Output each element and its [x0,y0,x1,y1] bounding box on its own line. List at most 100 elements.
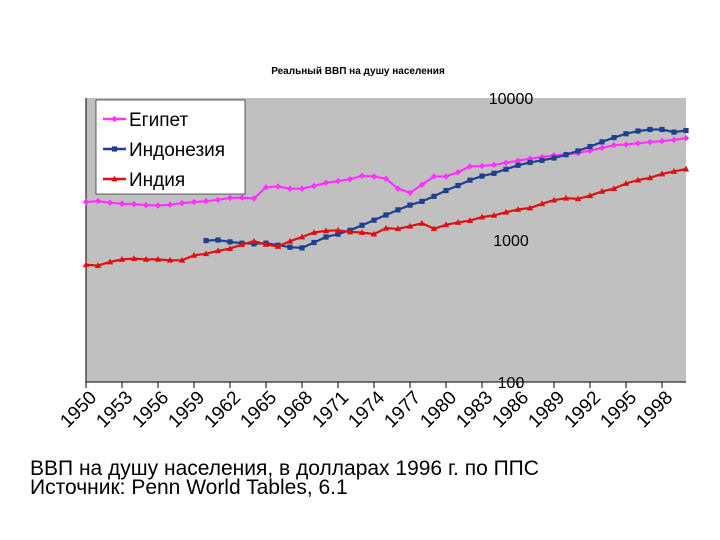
data-point [563,152,569,158]
data-point [202,197,210,205]
legend-label: Индия [129,170,185,191]
data-point [298,185,306,192]
y-tick-label: 10000 [489,91,534,108]
x-tick-label: 1950 [56,387,101,432]
data-point [358,172,366,180]
data-point [394,185,402,192]
data-point [202,250,210,257]
data-point [431,193,437,199]
data-point [118,200,126,207]
data-point [323,234,329,240]
data-point [539,157,545,163]
data-point [311,239,317,246]
data-point [502,208,510,215]
y-tick-label: 1000 [493,233,529,250]
data-point [646,138,654,146]
x-tick-label: 1959 [164,387,209,432]
data-point [514,157,522,164]
data-point [310,229,318,235]
data-point [430,225,438,232]
data-point [635,128,641,134]
data-point [526,204,534,211]
legend-marker [111,115,118,123]
data-point [515,162,521,168]
legend-item: Египет [103,110,188,131]
data-point [322,227,330,234]
data-point [383,212,389,218]
data-point [142,201,150,209]
data-point [322,179,330,186]
x-tick-label: 1968 [272,387,317,432]
x-tick-label: 1998 [632,387,677,432]
series-3 [82,165,690,269]
data-point [611,135,617,141]
data-point [286,237,294,244]
data-point [538,200,546,207]
data-point [490,161,498,169]
data-point [286,185,294,192]
x-tick-label: 1956 [128,387,173,432]
data-point [359,222,365,228]
x-tick-label: 1974 [344,387,389,432]
data-point [214,247,222,254]
data-point [334,226,342,233]
x-tick-label: 1953 [92,387,137,432]
legend-marker [111,146,118,152]
data-point [190,198,198,206]
data-point [178,199,186,207]
data-point [215,237,221,243]
data-point [178,256,186,263]
data-point [250,195,258,202]
data-point [418,181,426,188]
data-point [190,251,198,258]
data-point [514,206,522,212]
data-point [238,241,246,247]
data-point [467,177,473,183]
data-point [622,141,630,148]
data-point [299,245,305,251]
data-point [250,237,258,244]
chart-title: Реальный ВВП на душу населения [271,66,445,77]
x-tick-label: 1962 [200,387,245,432]
data-point [419,198,425,204]
data-point [395,207,401,213]
data-point [406,222,414,229]
data-point [443,187,449,194]
data-point [550,196,558,203]
data-point [406,189,414,196]
data-point [527,159,533,165]
data-point [478,162,486,170]
data-point [130,200,138,208]
data-point [298,233,306,240]
legend-label: Египет [129,110,188,131]
data-point [442,173,450,180]
data-point [683,127,689,134]
data-point [466,217,474,223]
data-point [287,244,293,250]
data-point [394,225,402,232]
data-point [682,134,690,142]
data-point [454,169,462,176]
data-point [334,177,342,185]
x-tick-label: 1989 [524,387,569,432]
data-point [358,229,366,235]
data-point [587,143,593,150]
data-point [430,173,438,180]
data-point [203,238,209,244]
data-point [166,201,174,208]
data-point [634,140,642,147]
x-tick-label: 1977 [380,387,425,432]
data-point [478,213,486,220]
data-point [130,255,138,261]
data-point [94,262,102,269]
legend-label: Индонезия [129,140,225,161]
data-point [671,129,677,135]
data-point [670,136,678,143]
x-tick-label: 1995 [596,387,641,432]
x-tick-label: 1992 [560,387,605,432]
data-point [658,170,666,177]
data-point [310,182,318,190]
data-point [106,258,114,265]
data-point [154,256,162,262]
data-point [622,180,630,186]
